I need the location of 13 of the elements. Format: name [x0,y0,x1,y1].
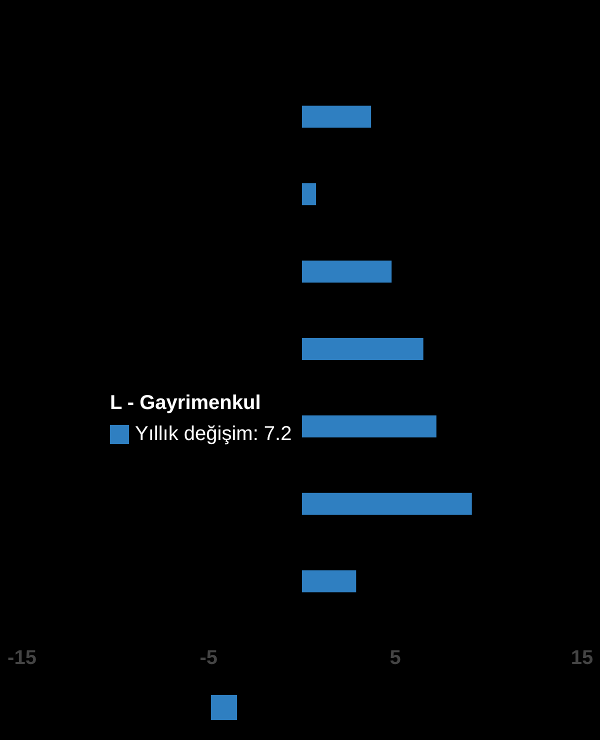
bar [302,260,392,283]
x-tick-label: -15 [8,647,36,669]
x-tick-label: 15 [570,647,594,669]
annotation: L - Gayrimenkul [110,392,262,415]
bar [302,106,372,128]
bar [302,183,316,206]
bar [302,570,356,592]
bar [302,492,472,515]
bar [302,415,436,438]
annotation: Yıllık değişim: 7.2 [135,423,292,446]
x-tick-label: -5 [200,647,218,669]
x-tick-label: 5 [390,647,401,669]
bar [302,338,424,360]
